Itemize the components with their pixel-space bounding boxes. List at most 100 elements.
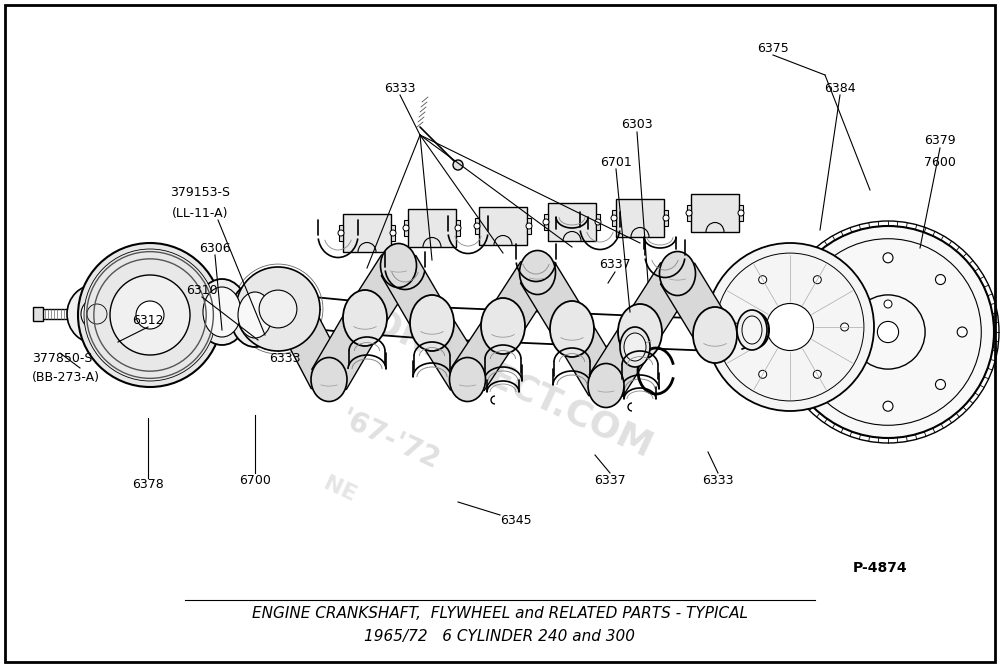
Ellipse shape (624, 333, 646, 361)
Text: 6337: 6337 (594, 474, 626, 486)
Ellipse shape (481, 298, 525, 354)
Text: 6384: 6384 (824, 81, 856, 95)
Circle shape (851, 295, 925, 369)
Circle shape (474, 223, 480, 229)
Text: 6333: 6333 (269, 352, 301, 364)
Ellipse shape (230, 283, 280, 347)
Text: 6333: 6333 (384, 81, 416, 95)
Circle shape (877, 321, 899, 343)
Ellipse shape (203, 287, 241, 337)
Circle shape (935, 275, 945, 285)
Text: (BB-273-A): (BB-273-A) (32, 372, 100, 384)
Polygon shape (312, 308, 382, 390)
Circle shape (110, 275, 190, 355)
Text: 6306: 6306 (199, 241, 231, 255)
Circle shape (813, 275, 821, 283)
Ellipse shape (588, 364, 624, 408)
Text: 6312: 6312 (132, 313, 164, 327)
Polygon shape (391, 225, 395, 241)
Circle shape (759, 370, 767, 378)
Text: 6378: 6378 (132, 478, 164, 492)
Ellipse shape (238, 292, 272, 338)
Circle shape (403, 225, 409, 231)
Circle shape (716, 253, 864, 401)
Ellipse shape (660, 251, 696, 295)
Circle shape (809, 327, 819, 337)
Ellipse shape (520, 251, 556, 295)
Text: 7600: 7600 (924, 157, 956, 169)
Circle shape (883, 253, 893, 263)
Polygon shape (343, 214, 391, 252)
Polygon shape (739, 205, 743, 221)
Polygon shape (555, 319, 623, 396)
Circle shape (883, 401, 893, 411)
Ellipse shape (618, 304, 662, 360)
Ellipse shape (311, 358, 347, 402)
Circle shape (611, 215, 617, 221)
Circle shape (813, 370, 821, 378)
Ellipse shape (693, 307, 737, 363)
Polygon shape (520, 262, 589, 340)
Polygon shape (275, 301, 347, 389)
Circle shape (759, 275, 767, 283)
Text: 6375: 6375 (757, 41, 789, 55)
Circle shape (259, 290, 297, 328)
Text: '67-'72: '67-'72 (336, 405, 444, 475)
Text: P-4874: P-4874 (853, 561, 907, 575)
Circle shape (81, 298, 113, 330)
Polygon shape (687, 205, 691, 221)
Polygon shape (612, 210, 616, 225)
Circle shape (67, 284, 127, 344)
Polygon shape (544, 214, 548, 229)
Polygon shape (456, 220, 460, 235)
Circle shape (390, 230, 396, 236)
Circle shape (78, 243, 222, 387)
Polygon shape (596, 214, 600, 229)
Text: 6345: 6345 (500, 514, 532, 526)
Polygon shape (348, 255, 415, 329)
Circle shape (663, 215, 669, 221)
Circle shape (706, 243, 874, 411)
Circle shape (957, 327, 967, 337)
Circle shape (136, 301, 164, 329)
Text: 6310: 6310 (186, 283, 218, 297)
Polygon shape (486, 261, 554, 337)
Circle shape (455, 225, 461, 231)
Polygon shape (451, 315, 520, 391)
Circle shape (543, 219, 549, 225)
Polygon shape (479, 207, 527, 245)
Ellipse shape (741, 312, 769, 348)
Ellipse shape (380, 243, 416, 287)
Text: 6379: 6379 (924, 133, 956, 147)
Text: 6701: 6701 (600, 155, 632, 169)
Circle shape (782, 226, 994, 438)
Polygon shape (404, 220, 408, 235)
Polygon shape (616, 199, 664, 237)
Ellipse shape (620, 327, 650, 367)
Circle shape (453, 160, 463, 170)
Text: FORDIRECT.COM: FORDIRECT.COM (342, 295, 658, 466)
Polygon shape (475, 218, 479, 233)
Circle shape (731, 323, 739, 331)
Polygon shape (589, 321, 657, 396)
Circle shape (841, 323, 849, 331)
Polygon shape (548, 203, 596, 241)
Circle shape (738, 210, 744, 216)
Text: 6333: 6333 (702, 474, 734, 486)
Text: 6303: 6303 (621, 119, 653, 131)
Text: 377850-S: 377850-S (32, 352, 92, 364)
Ellipse shape (410, 295, 454, 351)
Circle shape (595, 219, 601, 225)
Polygon shape (691, 194, 739, 232)
Text: 379153-S: 379153-S (170, 187, 230, 199)
Ellipse shape (742, 316, 762, 344)
Polygon shape (527, 218, 531, 233)
Ellipse shape (343, 290, 387, 346)
Text: 6700: 6700 (239, 474, 271, 486)
Ellipse shape (737, 310, 767, 350)
Text: NE: NE (321, 474, 359, 506)
Polygon shape (664, 210, 668, 225)
Text: ENGINE CRANKSHAFT,  FLYWHEEL and RELATED PARTS - TYPICAL: ENGINE CRANKSHAFT, FLYWHEEL and RELATED … (252, 606, 748, 620)
Ellipse shape (550, 301, 594, 357)
Circle shape (526, 223, 532, 229)
